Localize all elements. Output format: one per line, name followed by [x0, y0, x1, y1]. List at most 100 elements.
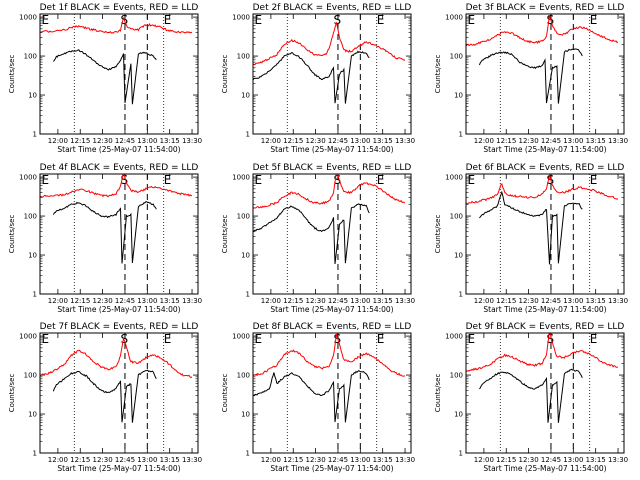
panel-det-6: Det 6f BLACK = Events, RED = LLD Counts/s… [434, 163, 628, 314]
panel-det-2: Det 2f BLACK = Events, RED = LLD Counts/s… [221, 3, 415, 154]
plot-frame [465, 332, 625, 454]
panel-det-9: Det 9f BLACK = Events, RED = LLD Counts/s… [434, 322, 628, 473]
x-axis-label: Start Time (25-May-07 11:54:00) [270, 464, 393, 473]
x-tick-label: 13:00 [137, 297, 157, 305]
series-lld-red [40, 174, 193, 198]
x-tick-label: 12:15 [496, 137, 516, 145]
x-tick-label: 13:00 [137, 137, 157, 145]
x-tick-label: 12:45 [115, 137, 135, 145]
marker-e: E [377, 173, 385, 187]
plot-frame [39, 173, 199, 295]
x-axis-label: Start Time (25-May-07 11:54:00) [57, 305, 180, 314]
marker-e: E [164, 13, 172, 27]
y-axis-label: Counts/sec [434, 374, 442, 413]
x-tick-label: 12:00 [261, 297, 281, 305]
y-tick-label: 1 [459, 450, 463, 458]
x-tick-label: 13:15 [160, 137, 180, 145]
panel-det-3: Det 3f BLACK = Events, RED = LLD Counts/s… [434, 3, 628, 154]
x-tick-label: 12:30 [519, 137, 539, 145]
y-axis-label: Counts/sec [221, 374, 229, 413]
marker-e: E [590, 13, 598, 27]
x-tick-label: 13:30 [395, 137, 415, 145]
x-tick-label: 12:00 [474, 137, 494, 145]
series-events-black [253, 369, 370, 423]
series-events-black [53, 49, 157, 105]
marker-s: S [546, 13, 554, 27]
y-tick-label: 100 [24, 213, 37, 221]
x-tick-label: 13:30 [608, 456, 628, 464]
y-tick-label: 1000 [19, 333, 37, 341]
marker-s: S [120, 332, 128, 346]
panel-det-7: Det 7f BLACK = Events, RED = LLD Counts/s… [8, 322, 202, 473]
y-tick-label: 10 [28, 411, 37, 419]
plot-frame [39, 13, 199, 135]
y-axis-label: Counts/sec [221, 215, 229, 254]
y-tick-label: 10 [241, 92, 250, 100]
marker-e: E [254, 173, 262, 187]
marker-s: S [546, 332, 554, 346]
y-tick-label: 10 [454, 92, 463, 100]
chart-title: Det 5f BLACK = Events, RED = LLD [253, 163, 412, 173]
marker-e: E [41, 13, 49, 27]
x-axis-label: Start Time (25-May-07 11:54:00) [483, 305, 606, 314]
y-tick-label: 1 [33, 450, 37, 458]
y-axis-label: Counts/sec [434, 215, 442, 254]
y-axis-label: Counts/sec [434, 55, 442, 94]
series-lld-red [40, 336, 193, 378]
marker-e: E [590, 173, 598, 187]
x-tick-label: 12:45 [328, 297, 348, 305]
x-tick-label: 13:00 [350, 456, 370, 464]
x-tick-label: 12:45 [541, 297, 561, 305]
y-tick-label: 100 [237, 53, 250, 61]
x-tick-label: 13:15 [586, 137, 606, 145]
x-tick-label: 13:30 [182, 456, 202, 464]
marker-e: E [467, 173, 475, 187]
x-tick-label: 13:30 [395, 456, 415, 464]
chart-title: Det 3f BLACK = Events, RED = LLD [466, 3, 625, 13]
series-events-black [253, 50, 370, 104]
x-tick-label: 12:30 [93, 137, 113, 145]
y-tick-label: 1000 [19, 174, 37, 182]
x-axis-label: Start Time (25-May-07 11:54:00) [57, 464, 180, 473]
panel-det-5: Det 5f BLACK = Events, RED = LLD Counts/s… [221, 163, 415, 314]
y-tick-label: 100 [237, 372, 250, 380]
x-tick-label: 13:00 [563, 137, 583, 145]
y-tick-label: 10 [28, 252, 37, 260]
y-tick-label: 10 [28, 92, 37, 100]
marker-e: E [41, 173, 49, 187]
plot-frame [252, 13, 412, 135]
x-tick-label: 12:45 [328, 137, 348, 145]
plot-frame [252, 173, 412, 295]
x-tick-label: 13:30 [608, 137, 628, 145]
x-tick-label: 12:30 [306, 297, 326, 305]
x-tick-label: 13:00 [350, 297, 370, 305]
x-tick-label: 13:00 [563, 297, 583, 305]
x-tick-label: 12:45 [541, 456, 561, 464]
series-events-black [52, 201, 157, 264]
x-tick-label: 12:45 [541, 137, 561, 145]
y-tick-label: 10 [454, 411, 463, 419]
x-axis-label: Start Time (25-May-07 11:54:00) [483, 145, 606, 154]
marker-s: S [333, 332, 341, 346]
x-tick-label: 13:15 [373, 456, 393, 464]
x-tick-label: 12:30 [519, 297, 539, 305]
x-tick-label: 12:30 [519, 456, 539, 464]
y-tick-label: 1000 [232, 14, 250, 22]
x-tick-label: 13:15 [160, 297, 180, 305]
y-tick-label: 1 [246, 291, 250, 299]
y-axis-label: Counts/sec [221, 55, 229, 94]
marker-e: E [254, 13, 262, 27]
chart-title: Det 1f BLACK = Events, RED = LLD [40, 3, 199, 13]
chart-title: Det 2f BLACK = Events, RED = LLD [253, 3, 412, 13]
y-tick-label: 1 [459, 291, 463, 299]
x-axis-label: Start Time (25-May-07 11:54:00) [483, 464, 606, 473]
x-tick-label: 12:30 [306, 456, 326, 464]
series-events-black [478, 48, 583, 104]
marker-s: S [333, 173, 341, 187]
x-tick-label: 12:45 [115, 456, 135, 464]
x-tick-label: 12:45 [115, 297, 135, 305]
x-axis-label: Start Time (25-May-07 11:54:00) [57, 145, 180, 154]
x-axis-label: Start Time (25-May-07 11:54:00) [270, 145, 393, 154]
y-axis-label: Counts/sec [8, 215, 16, 254]
